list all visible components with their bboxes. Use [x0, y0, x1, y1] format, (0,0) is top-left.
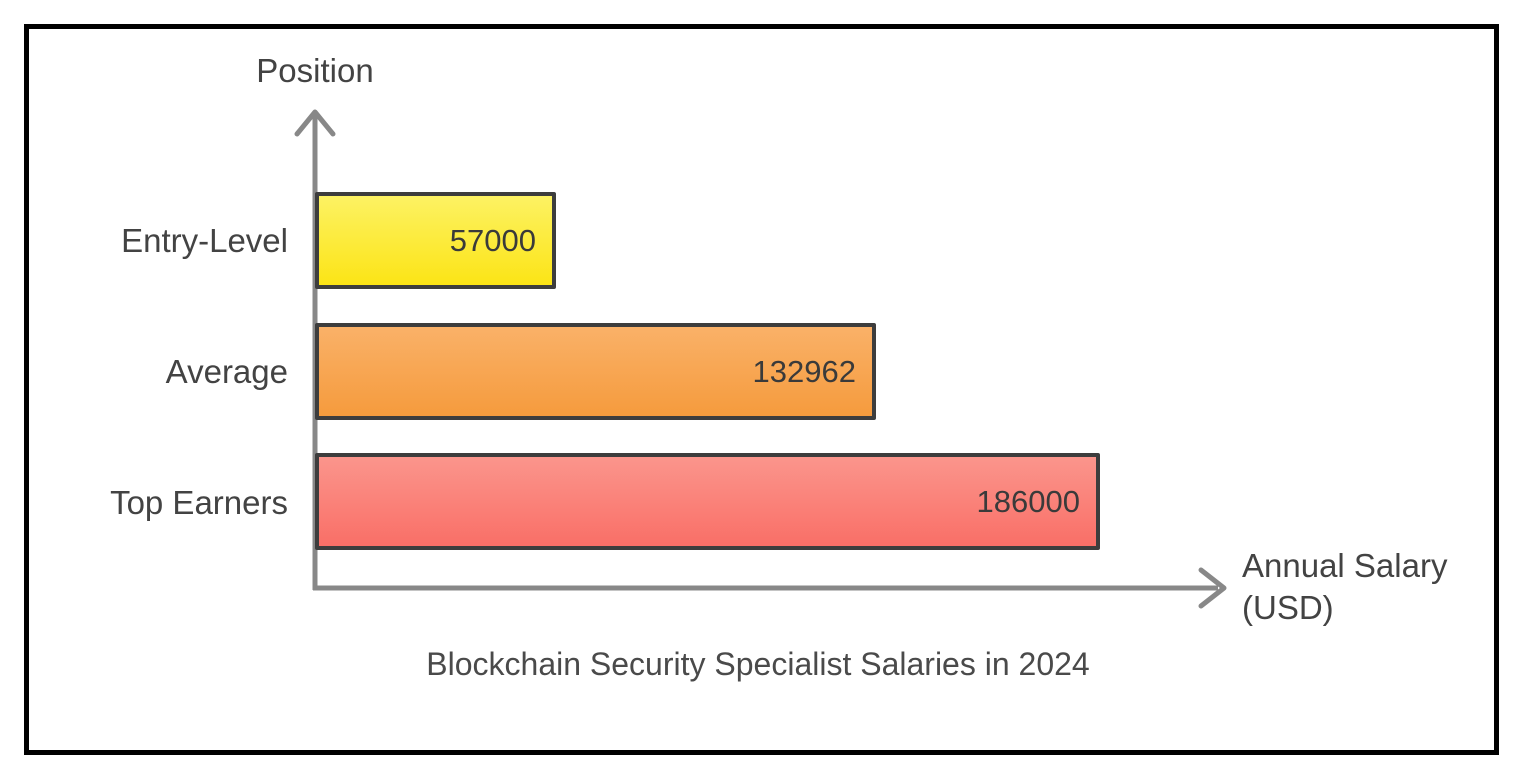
bar-value-label: 186000	[976, 483, 1080, 519]
y-axis-title: Position	[256, 52, 374, 89]
bar-value-label: 57000	[449, 222, 536, 258]
category-label-entry-level: Entry-Level	[121, 222, 288, 259]
bar-average: 132962	[315, 323, 876, 420]
chart-title: Blockchain Security Specialist Salaries …	[426, 646, 1090, 682]
bar-entry-level: 57000	[315, 192, 556, 289]
x-axis-title: Annual Salary (USD)	[1242, 547, 1448, 626]
bar-top-earners: 186000	[315, 453, 1100, 550]
category-label-average: Average	[165, 353, 288, 390]
bar-value-label: 132962	[752, 353, 856, 389]
category-label-top-earners: Top Earners	[110, 484, 288, 521]
